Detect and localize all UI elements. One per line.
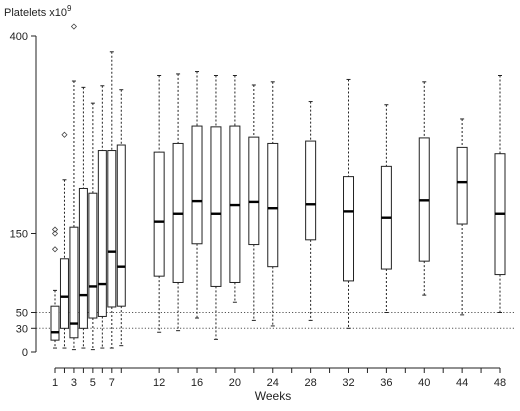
box-week-48 [494,75,506,313]
x-axis-label: Weeks [255,389,291,403]
y-axis: 0 30 50 150 400 [10,31,37,359]
x-tick-label: 28 [305,377,317,389]
x-tick-label: 24 [267,377,279,389]
box-week-24 [267,81,279,327]
x-tick-label: 44 [456,377,468,389]
box-week-1 [50,226,60,349]
reference-lines [36,312,516,329]
y-tick-label: 30 [16,323,28,335]
box-week-28 [305,101,317,321]
y-axis-label: Platelets x109 [4,4,72,19]
x-tick-label: 1 [52,377,58,389]
box-week-40 [418,81,430,296]
box-iqr [248,136,260,246]
outlier-point [51,226,59,233]
y-axis-label-superscript: 9 [67,4,72,13]
box-week-8 [116,89,126,347]
y-tick-label: 400 [10,31,28,43]
x-tick-label: 3 [71,377,77,389]
x-tick-label: 40 [418,377,430,389]
box-week-16 [191,71,203,319]
x-tick-label: 36 [380,377,392,389]
box-week-3 [69,23,79,351]
y-tick-label: 150 [10,229,28,241]
box-week-4 [78,86,88,349]
box-iqr [59,258,69,329]
outlier-point [70,23,78,30]
box-week-14 [172,73,184,332]
y-tick-label: 50 [16,308,28,320]
box-iqr [107,150,117,308]
box-iqr [456,146,468,225]
y-axis-label-text: Platelets x10 [4,7,67,19]
box-iqr [191,125,203,245]
x-tick-label: 5 [90,377,96,389]
y-tick-label: 0 [22,347,28,359]
box-iqr [153,151,165,277]
box-week-44 [456,118,468,316]
box-week-6 [97,85,107,349]
box-iqr [69,226,79,339]
x-tick-label: 32 [342,377,354,389]
outlier-point [61,131,68,138]
box-iqr [116,144,126,307]
boxes-group [50,23,506,351]
box-iqr [305,140,317,241]
box-iqr [78,187,88,329]
box-week-32 [343,78,355,329]
svg-text:Platelets x109: Platelets x109 [4,4,72,19]
x-tick-label: 7 [109,377,115,389]
outlier-point [51,230,59,237]
box-week-5 [88,102,98,351]
x-tick-label: 20 [229,377,241,389]
box-week-18 [210,75,222,340]
x-tick-label: 48 [494,377,506,389]
box-week-36 [380,104,392,313]
box-iqr [88,192,98,319]
x-axis: 1 3 5 7 12 16 20 24 28 32 36 40 44 48 [52,367,506,389]
box-week-12 [153,75,165,333]
box-iqr [97,150,107,317]
x-tick-label: 12 [153,377,165,389]
outlier-point [51,246,59,253]
box-iqr [267,142,279,268]
box-iqr [210,126,222,287]
box-iqr [50,305,60,341]
box-iqr [343,176,355,282]
box-week-7 [107,51,117,349]
box-week-22 [248,84,260,321]
x-tick-label: 16 [191,377,203,389]
box-week-2 [59,131,69,349]
box-week-20 [229,75,241,303]
